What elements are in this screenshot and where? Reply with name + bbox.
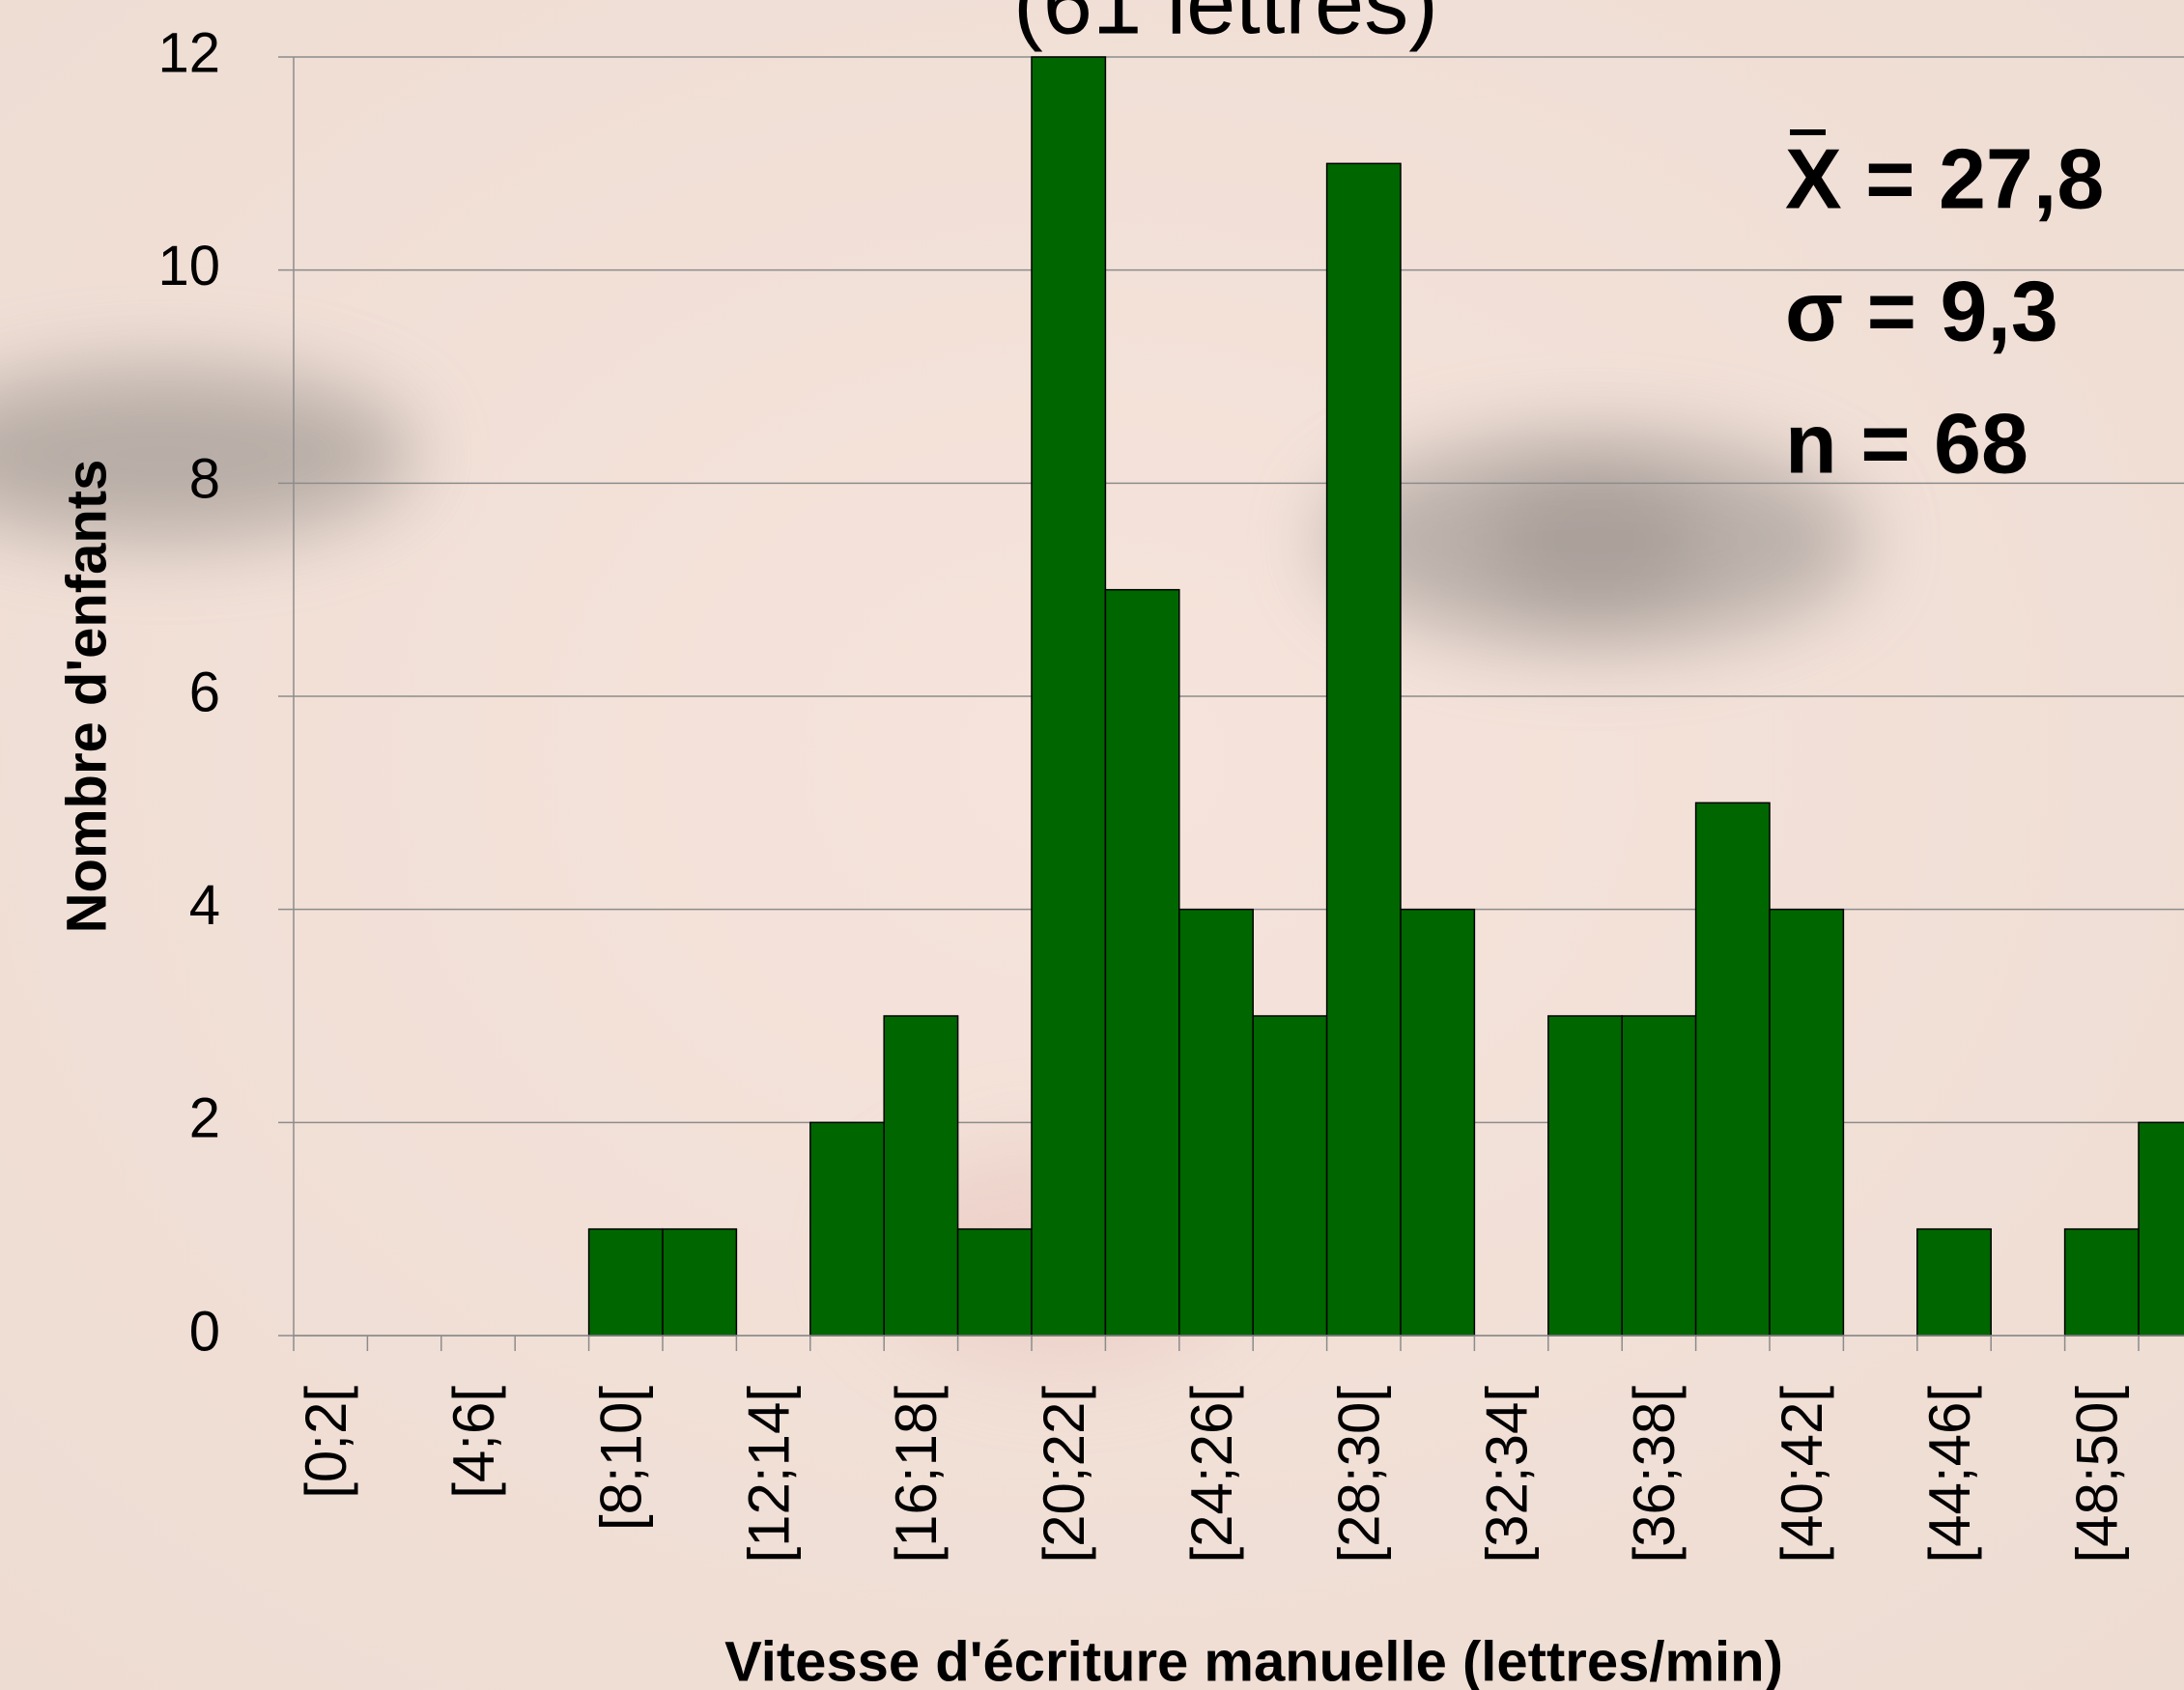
y-tick-label: 4 [189, 874, 220, 937]
bar [1031, 56, 1107, 1337]
bar [1252, 1015, 1328, 1337]
x-tick-label: [44;46[ [1917, 1386, 1982, 1563]
y-tick-label: 8 [189, 448, 220, 511]
bar [809, 1121, 885, 1337]
x-tick-label: [8;10[ [589, 1386, 654, 1531]
x-tick-label: [40;42[ [1770, 1386, 1834, 1563]
x-tick-label: [0;2[ [294, 1386, 358, 1499]
x-tick-label: [28;30[ [1327, 1386, 1392, 1563]
bar [1769, 908, 1845, 1337]
x-tick-label: [16;18[ [884, 1386, 949, 1563]
bar [883, 1015, 959, 1337]
x-axis-label: Vitesse d'écriture manuelle (lettres/min… [724, 1630, 1783, 1690]
y-axis-label: Nombre d'enfants [55, 460, 118, 934]
y-tick-label: 0 [189, 1300, 220, 1363]
x-tick-label: [36;38[ [1622, 1386, 1687, 1563]
bar [662, 1227, 738, 1337]
annotation: n = 68 [1785, 395, 2028, 491]
bar [1621, 1015, 1697, 1337]
bar [1916, 1227, 1992, 1337]
bar [2138, 1121, 2184, 1337]
x-tick-label: [4;6[ [441, 1386, 506, 1499]
bar [2063, 1227, 2140, 1337]
annotation: σ = 9,3 [1785, 263, 2058, 358]
x-tick-label: [12;14[ [736, 1386, 801, 1563]
bar [1178, 908, 1254, 1337]
y-tick-label: 6 [189, 661, 220, 723]
bar [956, 1227, 1033, 1337]
chart-title: (61 lettres) [1013, 0, 1438, 52]
bar [1325, 162, 1402, 1337]
bar [1400, 908, 1476, 1337]
x-tick-label: [32;34[ [1474, 1386, 1539, 1563]
x-tick-label: [48;50[ [2065, 1386, 2130, 1563]
bar [1547, 1015, 1623, 1337]
annotation: X = 27,8 [1785, 130, 2104, 226]
x-tick-label: [24;26[ [1179, 1386, 1244, 1563]
bar [1694, 802, 1771, 1337]
y-tick-label: 12 [157, 21, 220, 84]
bar [1104, 588, 1180, 1337]
y-tick-label: 2 [189, 1087, 220, 1150]
y-tick-label: 10 [157, 235, 220, 297]
x-tick-label: [20;22[ [1032, 1386, 1096, 1563]
bar [587, 1227, 664, 1337]
